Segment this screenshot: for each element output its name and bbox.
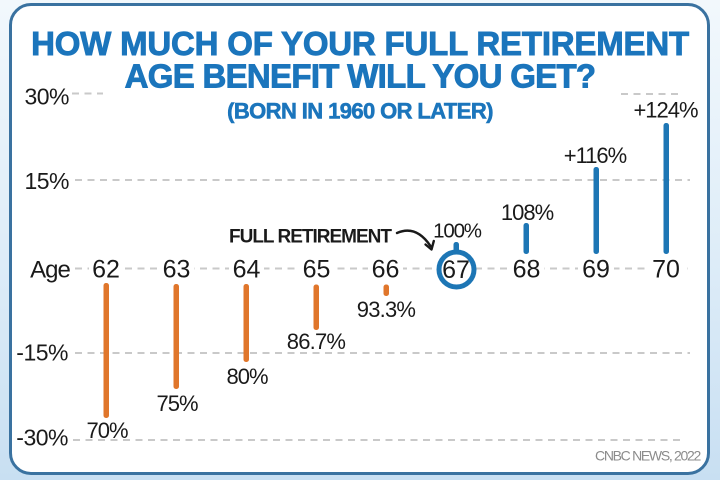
svg-text:FULL RETIREMENT: FULL RETIREMENT xyxy=(229,227,392,248)
svg-text:67: 67 xyxy=(442,256,470,284)
svg-text:-30%: -30% xyxy=(16,425,68,451)
svg-text:62: 62 xyxy=(92,256,120,284)
svg-text:HOW MUCH OF YOUR FULL RETIREME: HOW MUCH OF YOUR FULL RETIREMENT xyxy=(31,25,689,62)
svg-text:75%: 75% xyxy=(156,391,197,416)
svg-text:69: 69 xyxy=(582,256,610,284)
svg-text:+116%: +116% xyxy=(564,143,627,168)
svg-text:65: 65 xyxy=(303,256,331,284)
svg-text:+124%: +124% xyxy=(633,98,698,123)
svg-text:66: 66 xyxy=(372,256,400,284)
svg-text:63: 63 xyxy=(163,256,191,284)
svg-text:(BORN IN 1960 OR LATER): (BORN IN 1960 OR LATER) xyxy=(227,99,493,124)
svg-text:70: 70 xyxy=(652,256,680,284)
svg-text:-15%: -15% xyxy=(16,340,68,366)
svg-text:86.7%: 86.7% xyxy=(287,329,346,354)
svg-text:68: 68 xyxy=(513,256,541,284)
svg-text:AGE BENEFIT WILL YOU GET?: AGE BENEFIT WILL YOU GET? xyxy=(125,58,596,95)
svg-text:30%: 30% xyxy=(24,84,69,110)
svg-text:70%: 70% xyxy=(86,418,127,443)
svg-text:80%: 80% xyxy=(226,364,267,389)
svg-text:93.3%: 93.3% xyxy=(357,297,416,322)
svg-text:CNBC NEWS, 2022: CNBC NEWS, 2022 xyxy=(595,448,701,464)
svg-text:100%: 100% xyxy=(433,220,482,243)
svg-text:64: 64 xyxy=(233,256,261,284)
svg-text:Age: Age xyxy=(30,257,70,284)
svg-text:15%: 15% xyxy=(24,168,69,194)
svg-text:108%: 108% xyxy=(501,200,554,225)
